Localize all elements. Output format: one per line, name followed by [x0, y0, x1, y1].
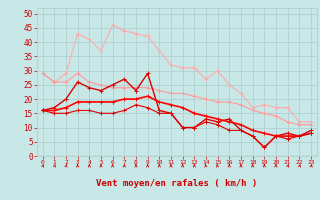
- X-axis label: Vent moyen/en rafales ( km/h ): Vent moyen/en rafales ( km/h ): [96, 179, 257, 188]
